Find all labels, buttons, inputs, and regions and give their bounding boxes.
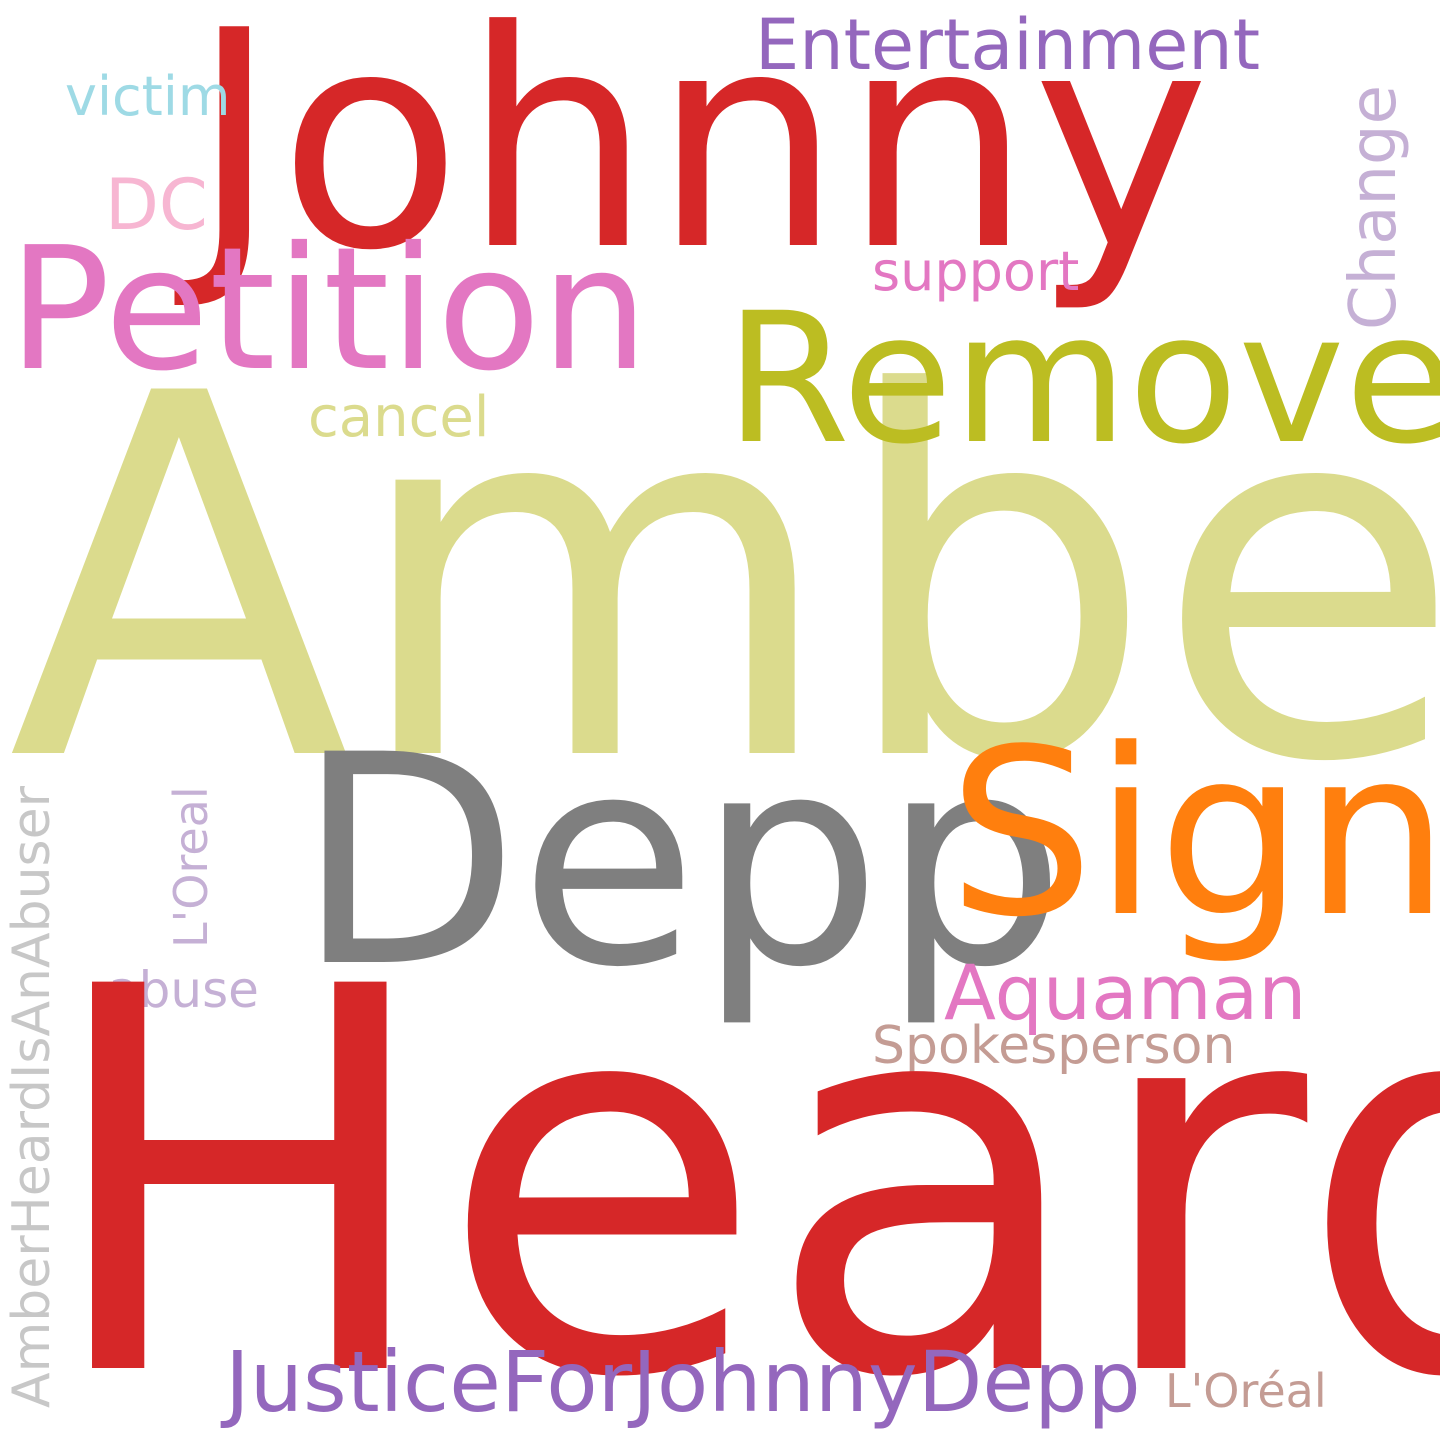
word-justicefor-johnnydepp: JusticeForJohnnyDepp: [225, 1333, 1141, 1431]
word-johnny: Johnny: [190, 0, 1210, 316]
word-change: Change: [1337, 84, 1411, 330]
word-petition: Petition: [8, 211, 649, 409]
word-cancel: cancel: [308, 385, 490, 450]
word-dc: DC: [105, 164, 208, 246]
word-depp: Depp: [296, 694, 1066, 1031]
word-sign: Sign: [948, 701, 1440, 968]
word-abuse: abuse: [108, 961, 259, 1019]
word-loreal-accented: L'Oréal: [1165, 1364, 1327, 1418]
word-spokesperson: Spokesperson: [872, 1016, 1236, 1076]
word-support: support: [872, 240, 1080, 303]
word-aquaman: Aquaman: [944, 948, 1307, 1037]
word-remove: Remove: [725, 275, 1440, 484]
word-entertainment: Entertainment: [755, 4, 1261, 86]
word-victim: victim: [65, 65, 231, 128]
word-heard: Heard: [40, 876, 1440, 1440]
word-amber: Amber: [8, 289, 1440, 871]
